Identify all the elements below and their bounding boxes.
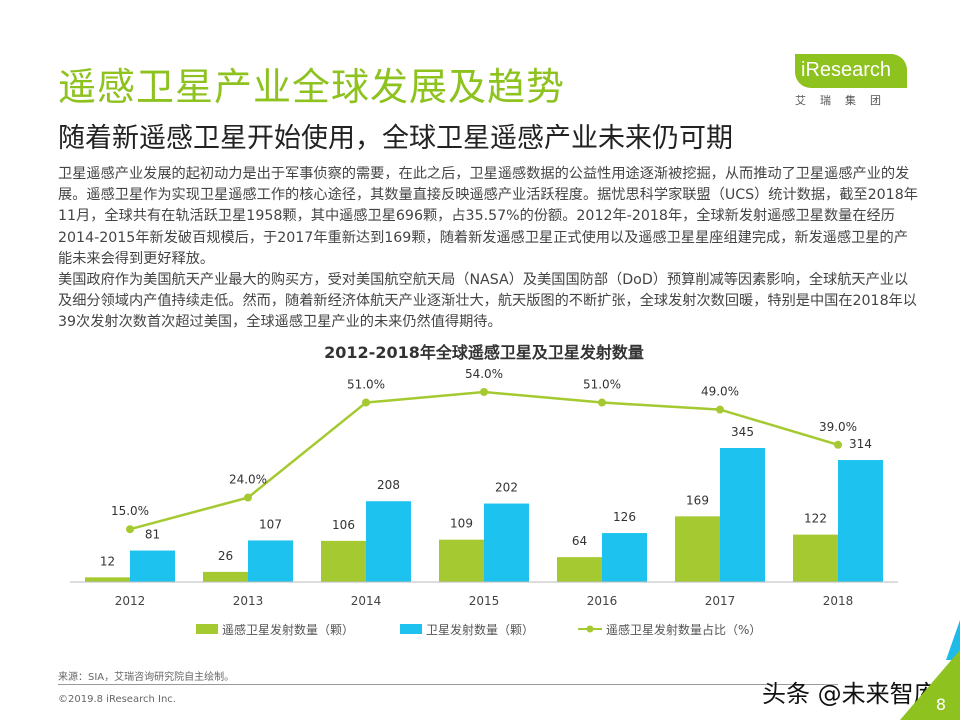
bar-total-launch bbox=[484, 503, 529, 582]
x-tick-label: 2012 bbox=[115, 594, 146, 608]
bar-total-launch bbox=[366, 501, 411, 582]
x-tick-label: 2014 bbox=[351, 594, 382, 608]
bar-label: 81 bbox=[145, 528, 160, 542]
bar-label: 107 bbox=[259, 517, 282, 531]
bar-remote-sensing bbox=[557, 557, 602, 582]
logo-text: iResearch bbox=[795, 54, 907, 88]
legend: 遥感卫星发射数量（颗） 卫星发射数量（颗） 遥感卫星发射数量占比（%） bbox=[196, 622, 761, 637]
line-point bbox=[126, 525, 134, 534]
logo-subtext: 艾瑞集团 bbox=[795, 94, 895, 107]
bar-total-launch bbox=[838, 460, 883, 582]
legend-marker bbox=[586, 625, 594, 633]
paragraph: 卫星遥感产业发展的起初动力是出于军事侦察的需要，在此之后，卫星遥感数据的公益性用… bbox=[58, 166, 918, 267]
chart: 2012-2018年全球遥感卫星及卫星发射数量 12 81 2012 26 107 201… bbox=[70, 343, 898, 637]
page-title: 遥感卫星产业全球发展及趋势 bbox=[58, 65, 566, 109]
bar-remote-sensing bbox=[675, 516, 720, 582]
bar-label: 126 bbox=[613, 510, 636, 524]
corner-decoration bbox=[900, 650, 960, 720]
legend-swatch bbox=[196, 624, 218, 634]
chart-title: 2012-2018年全球遥感卫星及卫星发射数量 bbox=[324, 343, 644, 362]
line-label: 51.0% bbox=[583, 378, 621, 392]
legend-label: 遥感卫星发射数量（颗） bbox=[222, 622, 354, 637]
bar-total-launch bbox=[130, 550, 175, 582]
bar-total-launch bbox=[248, 540, 293, 582]
bar-label: 208 bbox=[377, 478, 400, 492]
x-tick-label: 2016 bbox=[587, 594, 618, 608]
line-label: 54.0% bbox=[465, 367, 503, 381]
x-tick-label: 2017 bbox=[705, 594, 736, 608]
line-label: 49.0% bbox=[701, 385, 739, 399]
bar-remote-sensing bbox=[85, 577, 130, 582]
source-note: 来源：SIA，艾瑞咨询研究院自主绘制。 bbox=[58, 672, 235, 683]
bar-label: 64 bbox=[572, 534, 587, 548]
bar-total-launch bbox=[602, 533, 647, 582]
bar-label: 122 bbox=[804, 512, 827, 526]
copyright: ©2019.8 iResearch Inc. bbox=[58, 694, 176, 705]
bar-total-launch bbox=[720, 448, 765, 582]
legend-label: 卫星发射数量（颗） bbox=[426, 622, 534, 637]
bar-remote-sensing bbox=[321, 540, 366, 582]
line-label: 15.0% bbox=[111, 504, 149, 518]
x-tick-label: 2018 bbox=[823, 594, 854, 608]
line-point bbox=[244, 493, 252, 502]
line-point bbox=[480, 388, 488, 396]
footer-divider bbox=[58, 684, 838, 685]
legend-label: 遥感卫星发射数量占比（%） bbox=[606, 622, 761, 637]
line-label: 24.0% bbox=[229, 473, 267, 487]
line-label: 51.0% bbox=[347, 378, 385, 392]
bar-label: 12 bbox=[100, 554, 115, 568]
iresearch-logo: iResearch 艾瑞集团 bbox=[795, 54, 915, 110]
bar-label: 26 bbox=[218, 549, 233, 563]
bar-remote-sensing bbox=[439, 539, 484, 582]
bar-label: 169 bbox=[686, 493, 709, 507]
legend-swatch bbox=[400, 624, 422, 634]
line-point bbox=[834, 440, 842, 449]
bar-remote-sensing bbox=[203, 571, 248, 582]
line-label: 39.0% bbox=[819, 420, 857, 434]
paragraph: 美国政府作为美国航天产业最大的购买方，受对美国航空航天局（NASA）及美国国防部… bbox=[58, 272, 917, 331]
page-number: 8 bbox=[935, 695, 946, 714]
bar-label: 345 bbox=[731, 425, 754, 439]
x-tick-label: 2013 bbox=[233, 594, 264, 608]
bar-label: 314 bbox=[849, 437, 872, 451]
bar-remote-sensing bbox=[793, 534, 838, 582]
line-point bbox=[716, 405, 724, 414]
bar-label: 202 bbox=[495, 481, 518, 495]
bar-label: 106 bbox=[332, 518, 355, 532]
bar-label: 109 bbox=[450, 517, 473, 531]
x-tick-label: 2015 bbox=[469, 594, 500, 608]
line-point bbox=[362, 398, 370, 407]
line-point bbox=[598, 398, 606, 407]
page-subtitle: 随着新遥感卫星开始使用，全球卫星遥感产业未来仍可期 bbox=[58, 123, 733, 154]
body-text: 卫星遥感产业发展的起初动力是出于军事侦察的需要，在此之后，卫星遥感数据的公益性用… bbox=[58, 164, 918, 334]
